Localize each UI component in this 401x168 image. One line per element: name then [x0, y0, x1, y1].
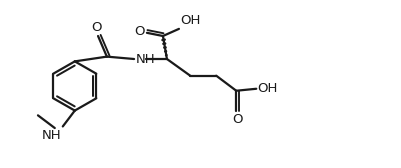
Text: OH: OH — [257, 82, 277, 95]
Text: O: O — [91, 21, 101, 34]
Text: NH: NH — [41, 129, 61, 142]
Text: OH: OH — [179, 14, 200, 27]
Text: O: O — [232, 113, 243, 126]
Text: NH: NH — [136, 53, 155, 66]
Text: O: O — [134, 25, 144, 38]
